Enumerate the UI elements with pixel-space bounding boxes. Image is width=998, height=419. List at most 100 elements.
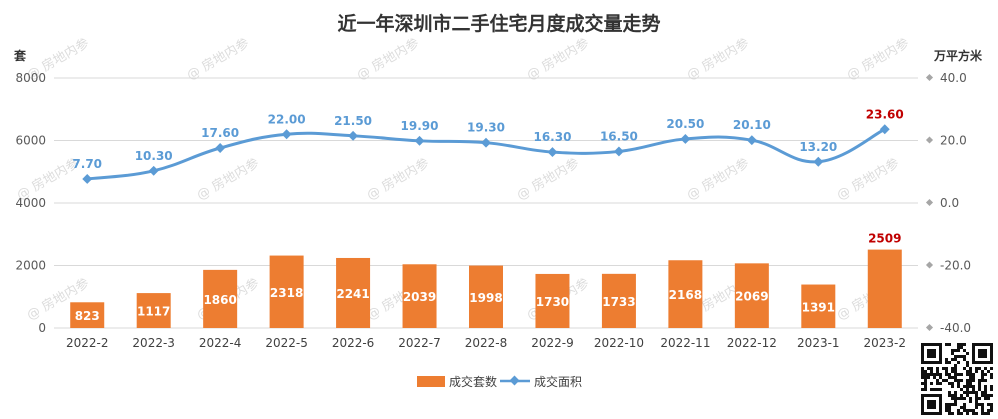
left-tick-label: 0: [38, 321, 46, 335]
line-series: [82, 124, 890, 184]
watermark-text: @ 房地内参: [834, 155, 902, 203]
right-axis-ticks: -40.0 -20.0 0.0 20.0 40.0: [925, 71, 971, 335]
left-tick-label: 6000: [15, 134, 46, 148]
legend-line-marker: [509, 375, 520, 386]
right-tick-marker: [925, 73, 934, 82]
line-point: [82, 173, 93, 184]
line-point: [680, 133, 691, 144]
x-tick-label: 2023-2: [864, 336, 907, 350]
right-tick-label: -20.0: [940, 259, 971, 273]
x-tick-label: 2023-1: [797, 336, 840, 350]
line-value-label: 10.30: [135, 149, 173, 163]
line-point: [879, 124, 890, 135]
bar-value-label: 2069: [735, 290, 768, 304]
left-tick-label: 8000: [15, 71, 46, 85]
bar: [734, 263, 769, 328]
watermark-text: @ 房地内参: [524, 35, 592, 83]
line-value-label: 20.10: [733, 118, 771, 132]
right-tick-marker: [925, 136, 934, 144]
bar: [801, 284, 836, 328]
line-point: [481, 137, 491, 148]
line-value-label: 22.00: [268, 112, 306, 126]
left-tick-label: 2000: [15, 259, 46, 273]
line-point: [613, 146, 624, 157]
legend-line-label: 成交面积: [534, 374, 582, 389]
bar-value-label: 2039: [403, 290, 436, 304]
bar: [269, 255, 304, 328]
bar-value-label: 1733: [602, 295, 635, 309]
left-axis-ticks: 0 2000 4000 6000 8000: [15, 71, 46, 335]
bar: [336, 257, 371, 328]
watermark-text: @ 房地内参: [354, 35, 422, 83]
right-tick-marker: [925, 261, 934, 269]
x-tick-label: 2022-9: [531, 336, 574, 350]
bar-value-label: 2509: [868, 232, 901, 246]
line-value-label: 16.30: [533, 130, 571, 144]
line-value-label: 23.60: [866, 107, 904, 121]
bar: [668, 260, 703, 328]
line-point: [414, 135, 425, 146]
x-tick-label: 2022-7: [398, 336, 441, 350]
x-tick-label: 2022-11: [660, 336, 710, 350]
x-tick-label: 2022-12: [727, 336, 777, 350]
x-tick-label: 2022-10: [594, 336, 644, 350]
watermark-text: @ 房地内参: [364, 155, 432, 203]
right-axis-unit: 万平方米: [933, 48, 983, 63]
right-tick-marker: [925, 323, 934, 332]
watermark-text: @ 房地内参: [684, 155, 752, 203]
line-point: [281, 129, 292, 140]
line-value-label: 13.20: [799, 140, 837, 154]
watermark-text: @ 房地内参: [184, 35, 252, 83]
bar-value-label: 1998: [469, 291, 502, 305]
line-point: [148, 165, 159, 176]
bar-value-label: 823: [75, 309, 100, 323]
bar-value-label: 2168: [669, 288, 702, 302]
bar: [601, 273, 636, 328]
left-axis-unit: 套: [13, 48, 27, 63]
bar: [469, 265, 503, 328]
legend: 成交套数 成交面积: [417, 374, 582, 389]
bar: [867, 249, 902, 328]
right-tick-label: 40.0: [940, 71, 967, 85]
bar-value-label: 2241: [336, 287, 369, 301]
x-tick-label: 2022-2: [66, 336, 109, 350]
watermark-text: @ 房地内参: [514, 155, 582, 203]
x-tick-label: 2022-6: [332, 336, 375, 350]
x-tick-label: 2022-8: [465, 336, 508, 350]
line-value-label: 16.50: [600, 129, 638, 143]
watermark-text: @ 房地内参: [844, 35, 912, 83]
x-tick-label: 2022-4: [199, 336, 242, 350]
right-tick-label: -40.0: [940, 321, 971, 335]
x-tick-label: 2022-3: [132, 336, 175, 350]
line-value-label: 19.90: [401, 119, 439, 133]
line-value-label: 7.70: [72, 157, 102, 171]
line-point: [746, 135, 757, 146]
chart-title: 近一年深圳市二手住宅月度成交量走势: [337, 12, 660, 35]
legend-bar-label: 成交套数: [449, 374, 497, 389]
line-point: [547, 147, 558, 158]
bar: [203, 269, 238, 328]
bar-value-label: 1117: [137, 305, 170, 319]
x-axis-ticks: 2022-2 2022-3 2022-4 2022-5 2022-6 2022-7 2022…: [66, 336, 906, 350]
bar-value-label: 1391: [802, 300, 835, 314]
right-tick-marker: [925, 198, 934, 207]
x-tick-label: 2022-5: [265, 336, 308, 350]
line-value-label: 17.60: [201, 126, 239, 140]
bar: [535, 273, 570, 328]
line-value-label: 20.50: [666, 117, 704, 131]
bar: [136, 293, 171, 328]
left-tick-label: 4000: [15, 196, 46, 210]
line-value-label: 21.50: [334, 114, 372, 128]
bar-value-label: 1730: [536, 295, 569, 309]
watermark-text: @ 房地内参: [684, 35, 752, 83]
line-labels: 7.70 10.30 17.60 22.00 21.50 19.90 19.30 16.30 1…: [72, 107, 903, 171]
bar-labels: 823 1117 1860 2318 2241 2039 1998 1730 1733 2168 2…: [75, 232, 902, 324]
qr-code-icon: [921, 343, 993, 415]
right-tick-label: 20.0: [940, 134, 967, 148]
line-point: [348, 130, 359, 141]
line-value-label: 19.30: [467, 121, 505, 135]
bar-value-label: 2318: [270, 286, 303, 300]
watermark-text: @ 房地内参: [194, 155, 262, 203]
line-point: [215, 143, 226, 153]
